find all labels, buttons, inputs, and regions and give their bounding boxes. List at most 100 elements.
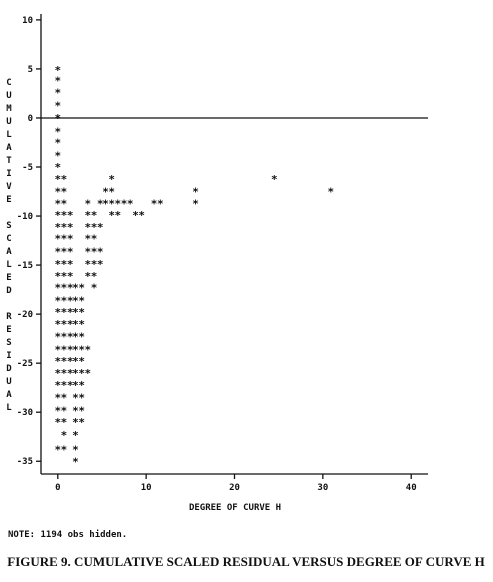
point: * [61,197,68,210]
point: * [61,233,68,246]
x-tick-label: 30 [317,483,328,493]
point: * [91,270,98,283]
x-tick-label: 10 [141,483,152,493]
note: NOTE: 1194 obs hidden. [8,529,127,540]
point: * [54,233,61,246]
point: * [91,209,98,222]
point: * [61,444,68,457]
point: * [151,197,158,210]
point: * [54,173,61,186]
point: * [91,233,98,246]
point: * [78,355,85,368]
point: * [54,87,61,100]
point: * [192,186,199,199]
point: * [78,331,85,344]
point: * [54,186,61,199]
point: * [67,355,74,368]
point: * [72,444,79,457]
point: * [54,99,61,112]
point: * [85,258,92,271]
point: * [78,392,85,405]
point: * [67,270,74,283]
point: * [72,318,79,331]
point: * [54,209,61,222]
point: * [61,392,68,405]
point: * [61,367,68,380]
point: * [54,149,61,162]
point: * [138,209,145,222]
point: * [132,209,139,222]
point: * [108,209,115,222]
point: * [54,306,61,319]
point: * [91,245,98,258]
point: * [54,318,61,331]
point: * [54,112,61,125]
point: * [121,197,128,210]
point: * [102,197,109,210]
point: * [61,186,68,199]
point: * [54,64,61,77]
chart-title: FIGURE 9. CUMULATIVE SCALED RESIDUAL VER… [7,554,485,569]
point: * [54,197,61,210]
point: * [85,197,92,210]
point: * [61,404,68,417]
point: * [72,331,79,344]
point: * [91,282,98,295]
point: * [61,355,68,368]
point: * [54,221,61,234]
y-tick-label: -5 [22,163,33,173]
point: * [72,282,79,295]
x-tick-label: 40 [406,483,417,493]
point: * [67,209,74,222]
point: * [61,209,68,222]
point: * [61,331,68,344]
point: * [327,186,334,199]
point: * [61,245,68,258]
point: * [67,343,74,356]
y-axis-label: CUMULATIVE SCALED RESIDUAL [4,78,14,416]
point: * [85,270,92,283]
point: * [54,282,61,295]
point: * [78,306,85,319]
point: * [108,197,115,210]
y-tick-label: -10 [17,212,33,222]
x-tick-label: 20 [229,483,240,493]
point: * [85,233,92,246]
point: * [61,343,68,356]
point: * [54,294,61,307]
point: * [61,379,68,392]
y-tick-label: -35 [17,457,33,467]
point: * [78,416,85,429]
point: * [72,306,79,319]
point: * [54,416,61,429]
point: * [54,258,61,271]
x-tick-label: 0 [55,483,60,493]
point: * [61,221,68,234]
y-tick-label: 10 [22,16,33,26]
point: * [54,245,61,258]
point: * [61,173,68,186]
point: * [97,245,104,258]
point: * [72,294,79,307]
point: * [54,355,61,368]
point: * [102,186,109,199]
point: * [61,429,68,442]
point: * [97,258,104,271]
point: * [72,392,79,405]
point: * [54,75,61,88]
y-tick-label: -15 [17,261,33,271]
point: * [85,245,92,258]
point: * [54,161,61,174]
point: * [61,294,68,307]
point: * [67,331,74,344]
point: * [78,343,85,356]
point: * [67,245,74,258]
x-axis-label: DEGREE OF CURVE H [189,503,281,513]
point: * [72,367,79,380]
point: * [61,318,68,331]
point: * [54,367,61,380]
point: * [54,270,61,283]
point: * [78,367,85,380]
point: * [54,137,61,150]
